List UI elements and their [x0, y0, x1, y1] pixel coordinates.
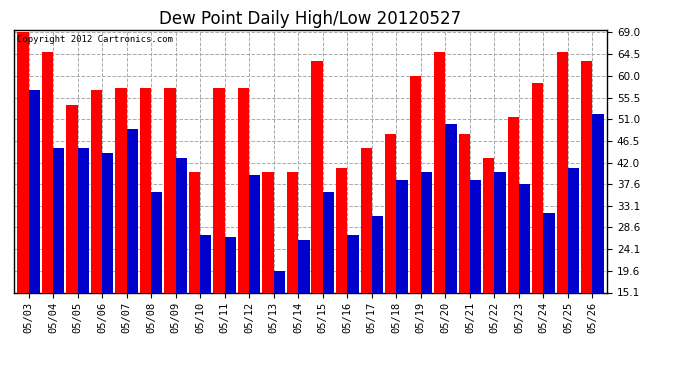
Bar: [581, 62, 593, 292]
Text: Copyright 2012 Cartronics.com: Copyright 2012 Cartronics.com: [17, 35, 172, 44]
Bar: [483, 158, 495, 292]
Bar: [126, 129, 138, 292]
Bar: [544, 213, 555, 292]
Bar: [323, 192, 334, 292]
Bar: [519, 184, 530, 292]
Title: Dew Point Daily High/Low 20120527: Dew Point Daily High/Low 20120527: [159, 10, 462, 28]
Bar: [593, 114, 604, 292]
Bar: [372, 216, 383, 292]
Bar: [102, 153, 113, 292]
Bar: [17, 32, 28, 292]
Bar: [298, 240, 310, 292]
Bar: [360, 148, 372, 292]
Bar: [459, 134, 470, 292]
Bar: [28, 90, 40, 292]
Bar: [396, 180, 408, 292]
Bar: [568, 168, 579, 292]
Bar: [249, 175, 261, 292]
Bar: [151, 192, 162, 292]
Bar: [189, 172, 200, 292]
Bar: [532, 83, 544, 292]
Bar: [164, 88, 176, 292]
Bar: [42, 52, 53, 292]
Bar: [508, 117, 519, 292]
Bar: [287, 172, 298, 292]
Bar: [91, 90, 102, 292]
Bar: [77, 148, 89, 292]
Bar: [176, 158, 187, 292]
Bar: [410, 76, 421, 292]
Bar: [225, 237, 236, 292]
Bar: [495, 172, 506, 292]
Bar: [66, 105, 77, 292]
Bar: [421, 172, 432, 292]
Bar: [262, 172, 274, 292]
Bar: [336, 168, 347, 292]
Bar: [347, 235, 359, 292]
Bar: [53, 148, 64, 292]
Bar: [557, 52, 568, 292]
Bar: [470, 180, 481, 292]
Bar: [213, 88, 225, 292]
Bar: [238, 88, 249, 292]
Bar: [445, 124, 457, 292]
Bar: [200, 235, 211, 292]
Bar: [274, 271, 285, 292]
Bar: [311, 62, 323, 292]
Bar: [115, 88, 126, 292]
Bar: [434, 52, 445, 292]
Bar: [140, 88, 151, 292]
Bar: [385, 134, 396, 292]
